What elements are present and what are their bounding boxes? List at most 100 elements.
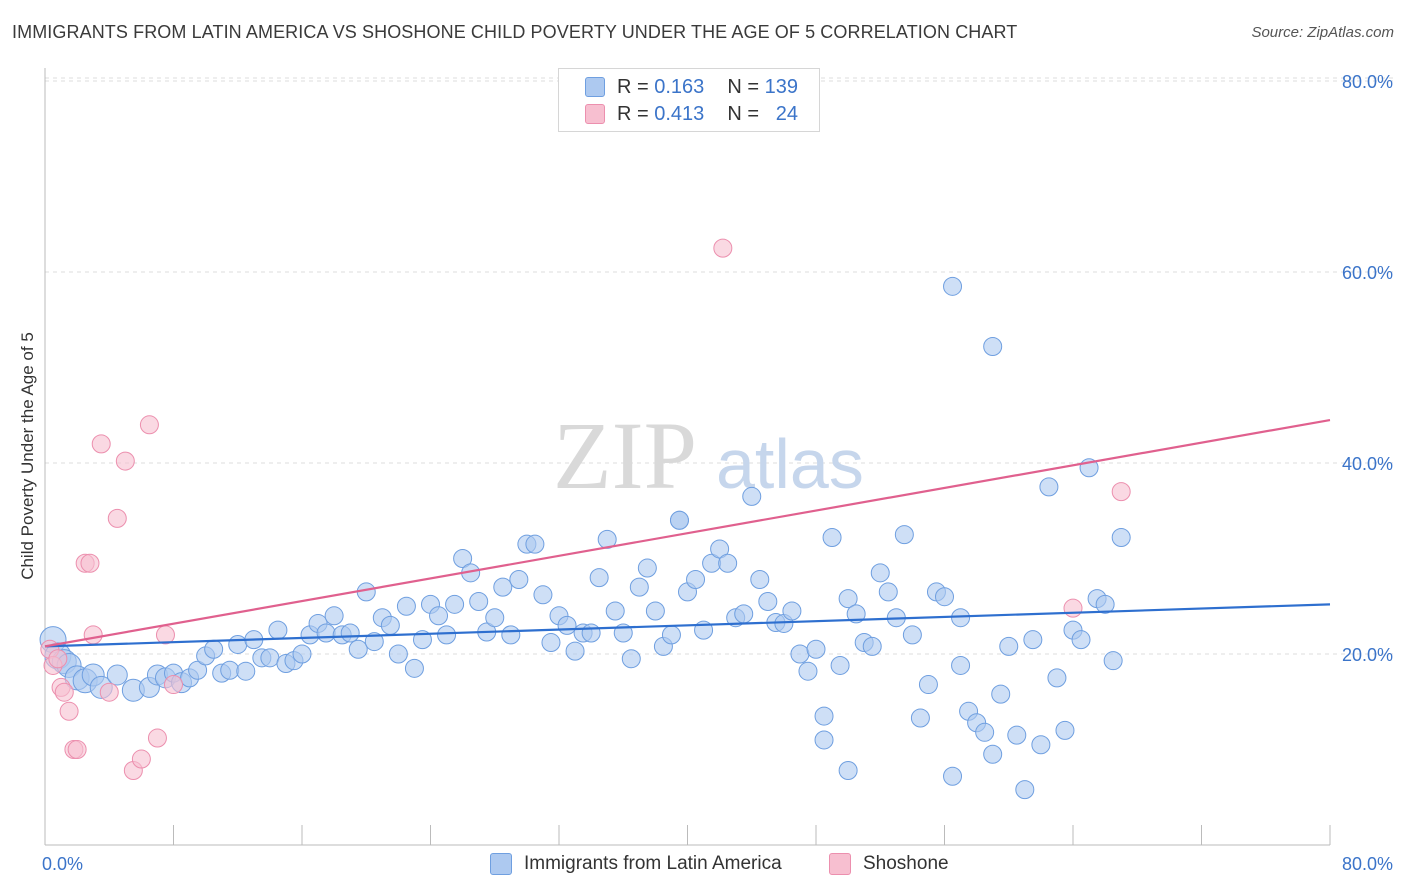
bottom-legend-swatch-pink <box>829 853 851 875</box>
shoshone-point <box>139 415 159 435</box>
legend-r-label: R = <box>617 102 649 125</box>
shoshone-point <box>80 553 100 573</box>
legend-n-label: N = <box>727 102 760 125</box>
shoshone-point <box>147 728 167 748</box>
legend-r-label: R = <box>617 75 649 98</box>
shoshone-point <box>713 238 733 258</box>
immigrants-point <box>862 636 882 656</box>
legend-swatch-pink <box>585 104 605 124</box>
bottom-legend-immigrants: Immigrants from Latin America <box>490 852 782 876</box>
series-immigrants-points <box>39 276 1131 800</box>
immigrants-point <box>782 601 802 621</box>
shoshone-point <box>99 682 119 702</box>
immigrants-point <box>1055 720 1075 740</box>
immigrants-point <box>935 587 954 607</box>
trend-lines <box>44 418 1331 648</box>
immigrants-point <box>581 623 601 643</box>
immigrants-point <box>204 639 224 659</box>
immigrants-point <box>629 577 649 597</box>
immigrants-point <box>814 706 834 726</box>
immigrants-point <box>943 766 963 786</box>
x-tick-label-max: 80.0% <box>1342 854 1393 874</box>
immigrants-point <box>983 336 1003 356</box>
y-tick-label: 40.0% <box>1342 454 1393 474</box>
immigrants-point <box>557 615 577 635</box>
immigrants-point <box>637 558 657 578</box>
legend-r-value: 0.163 <box>654 75 705 98</box>
immigrants-point <box>1015 780 1035 800</box>
correlation-legend: R = 0.163 N = 139 R = 0.413 N = 24 <box>558 68 820 132</box>
tick-labels: 20.0% 40.0% 60.0% 80.0% 0.0% 80.0% <box>42 72 1393 874</box>
watermark-atlas: atlas <box>716 425 864 503</box>
immigrants-point <box>364 632 384 652</box>
immigrants-point <box>1007 725 1027 745</box>
immigrants-point <box>340 623 360 643</box>
immigrants-point <box>734 604 754 624</box>
immigrants-point <box>975 722 995 742</box>
legend-n-value: 139 <box>764 75 798 98</box>
immigrants-point <box>445 594 465 614</box>
bottom-legend-label: Immigrants from Latin America <box>524 853 782 874</box>
legend-row-shoshone: R = 0.413 N = 24 <box>585 102 798 126</box>
immigrants-point <box>589 568 609 588</box>
immigrants-point <box>292 644 312 664</box>
shoshone-point <box>48 649 68 669</box>
immigrants-point <box>220 660 240 680</box>
immigrants-point <box>686 570 706 590</box>
immigrants-point <box>758 591 778 611</box>
y-tick-label: 60.0% <box>1342 263 1393 283</box>
immigrants-point <box>316 623 336 643</box>
immigrants-point <box>533 585 553 605</box>
trend-line-immigrants <box>44 603 1331 648</box>
shoshone-point <box>107 508 127 528</box>
bottom-legend-swatch-blue <box>490 853 512 875</box>
immigrants-point <box>404 658 424 678</box>
shoshone-point <box>83 625 103 645</box>
immigrants-point <box>943 276 963 296</box>
shoshone-point <box>59 701 79 721</box>
immigrants-point <box>806 639 826 659</box>
immigrants-point <box>718 553 738 573</box>
trend-line-shoshone <box>44 418 1331 648</box>
immigrants-point <box>838 761 858 781</box>
immigrants-point <box>983 744 1003 764</box>
immigrants-point <box>1023 630 1043 650</box>
immigrants-point <box>902 625 922 645</box>
legend-n-label: N = <box>727 75 760 98</box>
shoshone-point <box>131 749 151 769</box>
shoshone-point <box>91 434 111 454</box>
watermark: ZIP atlas <box>553 402 864 509</box>
immigrants-point <box>605 601 625 621</box>
immigrants-point <box>991 684 1011 704</box>
immigrants-point <box>228 634 248 654</box>
immigrants-point <box>999 636 1019 656</box>
shoshone-point <box>1111 482 1131 502</box>
immigrants-point <box>453 549 473 568</box>
immigrants-point <box>493 577 513 597</box>
shoshone-point <box>164 675 183 695</box>
immigrants-point <box>1039 477 1059 497</box>
immigrants-point <box>846 604 866 624</box>
immigrants-point <box>268 620 288 640</box>
immigrants-point <box>348 639 368 659</box>
immigrants-point <box>469 591 489 611</box>
immigrants-point <box>396 596 416 616</box>
immigrants-point <box>501 625 521 645</box>
y-tick-label: 80.0% <box>1342 72 1393 92</box>
immigrants-point <box>669 510 689 530</box>
immigrants-point <box>742 486 762 506</box>
immigrants-point <box>710 539 730 559</box>
immigrants-point <box>485 608 505 628</box>
series-shoshone-points <box>40 238 1131 781</box>
bottom-legend-shoshone: Shoshone <box>829 852 949 876</box>
source-label: Source: ZipAtlas.com <box>1251 24 1394 41</box>
shoshone-point <box>1063 598 1083 618</box>
y-tick-label: 20.0% <box>1342 645 1393 665</box>
immigrants-point <box>380 615 400 635</box>
immigrants-point <box>1095 594 1115 614</box>
immigrants-point <box>236 661 256 681</box>
legend-r-value: 0.413 <box>654 102 705 125</box>
immigrants-point <box>106 664 128 686</box>
immigrants-point <box>894 525 914 545</box>
immigrants-point <box>870 563 890 583</box>
